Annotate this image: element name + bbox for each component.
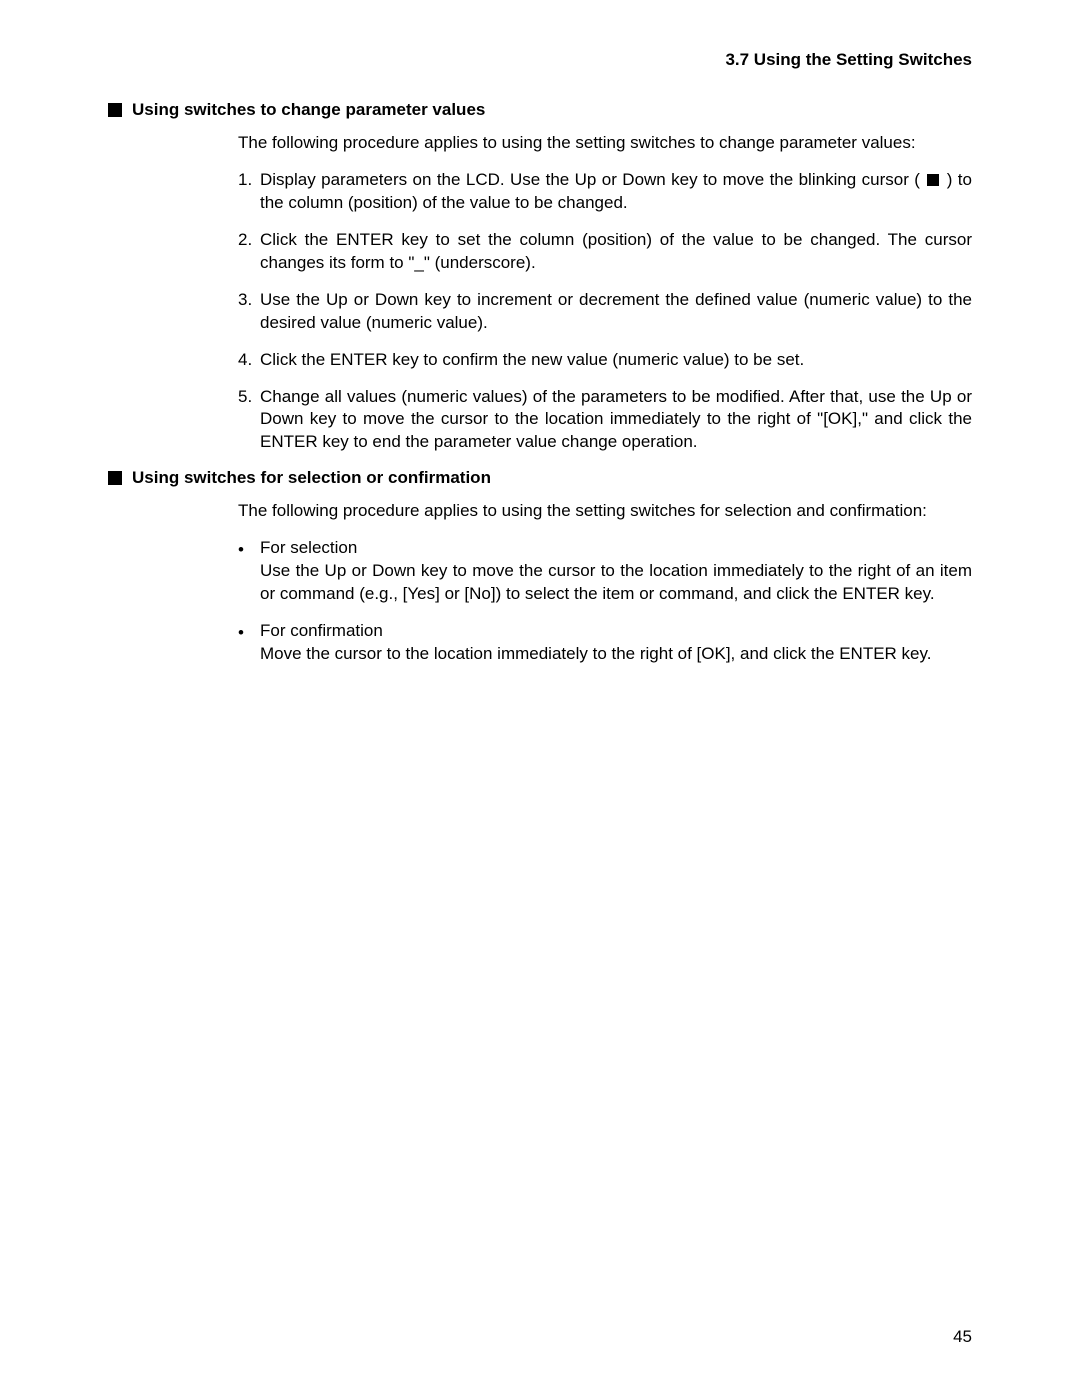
square-bullet-icon bbox=[108, 103, 122, 117]
bullet-content: For selection Use the Up or Down key to … bbox=[260, 537, 972, 606]
cursor-square-icon bbox=[927, 174, 939, 186]
step-content: Change all values (numeric values) of th… bbox=[260, 386, 972, 455]
list-item: • For confirmation Move the cursor to th… bbox=[238, 620, 972, 666]
list-item: 1. Display parameters on the LCD. Use th… bbox=[238, 169, 972, 215]
section-heading-1: Using switches to change parameter value… bbox=[108, 100, 972, 120]
list-item: • For selection Use the Up or Down key t… bbox=[238, 537, 972, 606]
bullet-text: Move the cursor to the location immediat… bbox=[260, 643, 972, 666]
step-content: Display parameters on the LCD. Use the U… bbox=[260, 169, 972, 215]
section-heading-1-text: Using switches to change parameter value… bbox=[132, 100, 485, 120]
section1-steps: 1. Display parameters on the LCD. Use th… bbox=[238, 169, 972, 454]
section-heading-2-text: Using switches for selection or confirma… bbox=[132, 468, 491, 488]
section1-intro: The following procedure applies to using… bbox=[238, 132, 972, 155]
step-number: 2. bbox=[238, 229, 260, 275]
step-content: Click the ENTER key to set the column (p… bbox=[260, 229, 972, 275]
page-number: 45 bbox=[953, 1327, 972, 1347]
list-item: 2. Click the ENTER key to set the column… bbox=[238, 229, 972, 275]
list-item: 5. Change all values (numeric values) of… bbox=[238, 386, 972, 455]
bullet-title: For selection bbox=[260, 537, 972, 560]
section2-bullets: • For selection Use the Up or Down key t… bbox=[238, 537, 972, 666]
step-content: Use the Up or Down key to increment or d… bbox=[260, 289, 972, 335]
page-header: 3.7 Using the Setting Switches bbox=[108, 50, 972, 70]
step-number: 5. bbox=[238, 386, 260, 455]
bullet-title: For confirmation bbox=[260, 620, 972, 643]
step-number: 4. bbox=[238, 349, 260, 372]
list-item: 4. Click the ENTER key to confirm the ne… bbox=[238, 349, 972, 372]
section-heading-2: Using switches for selection or confirma… bbox=[108, 468, 972, 488]
bullet-text: Use the Up or Down key to move the curso… bbox=[260, 560, 972, 606]
list-item: 3. Use the Up or Down key to increment o… bbox=[238, 289, 972, 335]
bullet-dot-icon: • bbox=[238, 620, 260, 666]
section2-intro: The following procedure applies to using… bbox=[238, 500, 972, 523]
step-number: 1. bbox=[238, 169, 260, 215]
step1-text-a: Display parameters on the LCD. Use the U… bbox=[260, 170, 925, 189]
step-content: Click the ENTER key to confirm the new v… bbox=[260, 349, 972, 372]
bullet-dot-icon: • bbox=[238, 537, 260, 606]
bullet-content: For confirmation Move the cursor to the … bbox=[260, 620, 972, 666]
step-number: 3. bbox=[238, 289, 260, 335]
square-bullet-icon bbox=[108, 471, 122, 485]
